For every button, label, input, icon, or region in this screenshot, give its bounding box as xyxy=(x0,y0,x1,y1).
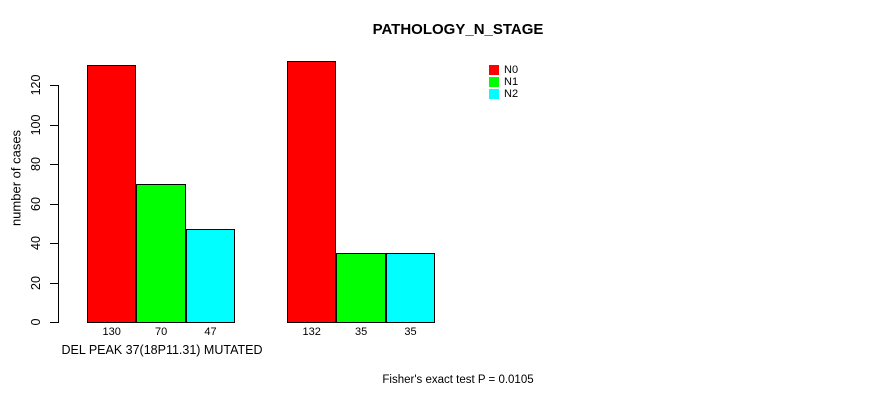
bar-n2-group1 xyxy=(185,229,236,323)
bar-n1-group2 xyxy=(336,252,386,323)
y-tick-label: 40 xyxy=(29,236,43,250)
bar-value-label: 47 xyxy=(204,326,217,338)
y-tick-label: 60 xyxy=(29,196,43,211)
y-tick xyxy=(50,85,58,86)
bar-n0-group2 xyxy=(287,61,337,323)
legend-swatch-n2 xyxy=(489,89,499,100)
bar-value-label: 130 xyxy=(102,326,121,338)
y-tick-label: 0 xyxy=(29,318,43,326)
y-tick-label: 120 xyxy=(29,74,43,96)
bar-n1-group1 xyxy=(136,183,186,323)
y-tick-label: 100 xyxy=(29,114,43,135)
bar-n2-group2 xyxy=(385,252,436,323)
y-tick xyxy=(50,282,58,284)
y-tick-label: 80 xyxy=(29,157,43,171)
fisher-test-annotation: Fisher's exact test P = 0.0105 xyxy=(382,374,534,386)
legend-swatch-n0 xyxy=(489,65,499,75)
bar-value-label: 35 xyxy=(354,326,368,338)
y-tick xyxy=(50,164,58,165)
chart-title: PATHOLOGY_N_STAGE xyxy=(372,21,544,38)
bar-n0-group1 xyxy=(87,65,137,323)
y-tick xyxy=(50,243,58,244)
y-tick xyxy=(50,124,58,126)
y-tick-label: 20 xyxy=(29,275,43,290)
x-category-label: DEL PEAK 37(18P11.31) MUTATED xyxy=(61,343,263,357)
bar-value-label: 35 xyxy=(404,326,417,338)
y-tick xyxy=(50,203,58,205)
legend-label-n0: N0 xyxy=(504,64,519,76)
bar-value-label: 132 xyxy=(302,326,321,338)
bar-value-label: 70 xyxy=(154,326,168,338)
y-tick xyxy=(50,322,58,323)
y-axis-line xyxy=(58,85,59,323)
legend-label-n1: N1 xyxy=(504,76,519,89)
legend-swatch-n1 xyxy=(489,77,499,88)
legend-label-n2: N2 xyxy=(504,88,519,101)
y-axis-label: number of cases xyxy=(8,129,24,227)
